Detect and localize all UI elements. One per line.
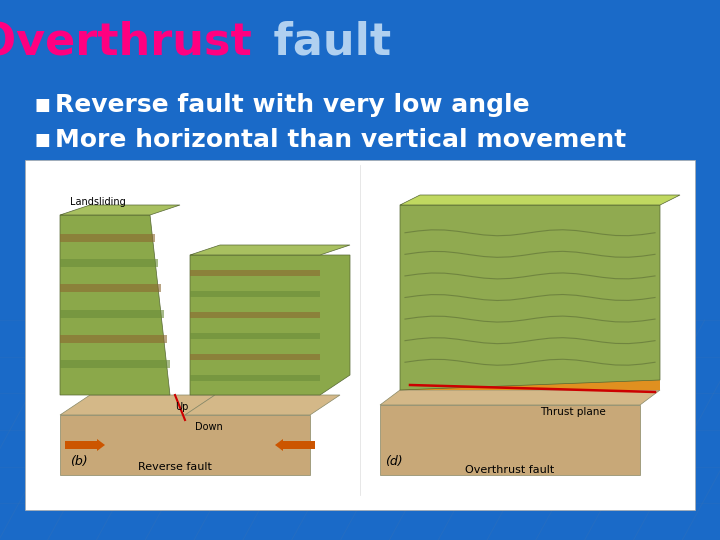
Text: Reverse fault with very low angle: Reverse fault with very low angle: [55, 93, 530, 117]
Polygon shape: [190, 375, 320, 381]
Polygon shape: [60, 205, 180, 215]
Polygon shape: [60, 309, 164, 318]
Polygon shape: [60, 215, 170, 395]
Polygon shape: [60, 234, 155, 242]
Polygon shape: [190, 291, 320, 297]
Text: ■: ■: [34, 131, 50, 149]
Polygon shape: [60, 285, 161, 292]
Text: (b): (b): [70, 455, 88, 468]
Text: Up: Up: [175, 402, 189, 412]
Polygon shape: [60, 335, 167, 343]
Polygon shape: [60, 259, 158, 267]
Polygon shape: [60, 415, 310, 475]
Text: Landsliding: Landsliding: [70, 197, 126, 207]
Text: Thrust plane: Thrust plane: [540, 407, 606, 417]
Polygon shape: [380, 405, 640, 475]
Polygon shape: [190, 354, 320, 360]
Polygon shape: [190, 312, 320, 318]
Text: Overthrust fault: Overthrust fault: [465, 465, 554, 475]
Polygon shape: [60, 395, 215, 415]
Polygon shape: [400, 380, 660, 390]
FancyArrow shape: [275, 439, 315, 451]
Polygon shape: [190, 255, 350, 395]
Polygon shape: [60, 360, 170, 368]
Text: fault: fault: [258, 21, 391, 64]
Polygon shape: [185, 395, 340, 415]
Polygon shape: [190, 333, 320, 339]
Polygon shape: [380, 390, 660, 405]
Polygon shape: [190, 270, 320, 276]
Polygon shape: [190, 245, 350, 255]
Text: 3. Overthrust: 3. Overthrust: [0, 21, 252, 64]
Polygon shape: [400, 195, 680, 205]
FancyBboxPatch shape: [25, 160, 695, 510]
Polygon shape: [400, 205, 660, 390]
Text: ■: ■: [34, 96, 50, 114]
Text: More horizontal than vertical movement: More horizontal than vertical movement: [55, 128, 626, 152]
FancyArrow shape: [65, 439, 105, 451]
Text: (d): (d): [385, 455, 402, 468]
Text: Reverse fault: Reverse fault: [138, 462, 212, 472]
Text: Down: Down: [195, 422, 222, 432]
